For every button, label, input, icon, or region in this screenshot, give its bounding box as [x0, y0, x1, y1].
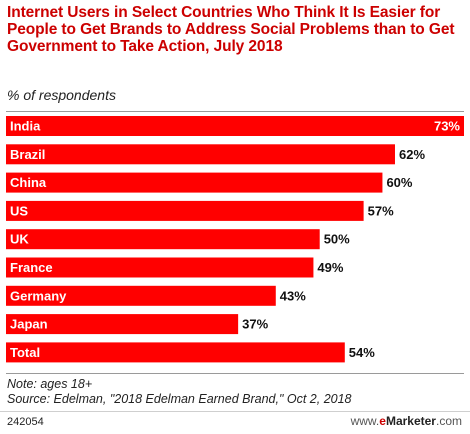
bar-us	[6, 200, 364, 221]
bar-japan	[6, 314, 239, 335]
category-label: UK	[10, 232, 29, 247]
value-label: 60%	[386, 175, 412, 190]
brand-suffix: .com	[435, 414, 462, 428]
bar-germany	[6, 285, 276, 306]
footer-divider	[0, 411, 470, 412]
value-label: 49%	[317, 260, 343, 275]
bar-total	[6, 342, 345, 363]
value-label: 50%	[324, 232, 350, 247]
top-divider	[6, 111, 464, 112]
bar-france	[6, 257, 314, 278]
brand-name: Marketer	[385, 414, 436, 428]
bar-china	[6, 172, 383, 193]
chart-note: Note: ages 18+	[7, 377, 93, 391]
bar-chart: India 73% Brazil 62% China 60% US 57% UK 50% Franc…	[6, 116, 464, 363]
value-label: 37%	[242, 317, 268, 332]
chart-subtitle: % of respondents	[7, 87, 116, 103]
bar-brazil	[6, 144, 395, 165]
chart-id: 242054	[7, 416, 44, 428]
chart-source: Source: Edelman, "2018 Edelman Earned Br…	[7, 392, 352, 406]
category-label: Japan	[10, 317, 48, 332]
brand-e: e	[379, 414, 386, 428]
bar-india	[6, 116, 464, 136]
value-label: 73%	[434, 119, 460, 134]
brand-prefix: www.	[350, 414, 380, 428]
bottom-divider	[6, 373, 464, 374]
value-label: 62%	[399, 147, 425, 162]
category-label: Germany	[10, 288, 67, 303]
category-label: Brazil	[10, 147, 45, 162]
value-label: 57%	[368, 203, 394, 218]
category-label: France	[10, 260, 53, 275]
category-label: India	[10, 119, 41, 134]
category-label: Total	[10, 345, 40, 360]
brand-logo[interactable]: www.eMarketer.com	[351, 414, 462, 428]
bar-uk	[6, 229, 320, 250]
value-label: 43%	[280, 288, 306, 303]
category-label: US	[10, 203, 28, 218]
value-label: 54%	[349, 345, 375, 360]
category-label: China	[10, 175, 47, 190]
chart-title: Internet Users in Select Countries Who T…	[7, 4, 455, 55]
